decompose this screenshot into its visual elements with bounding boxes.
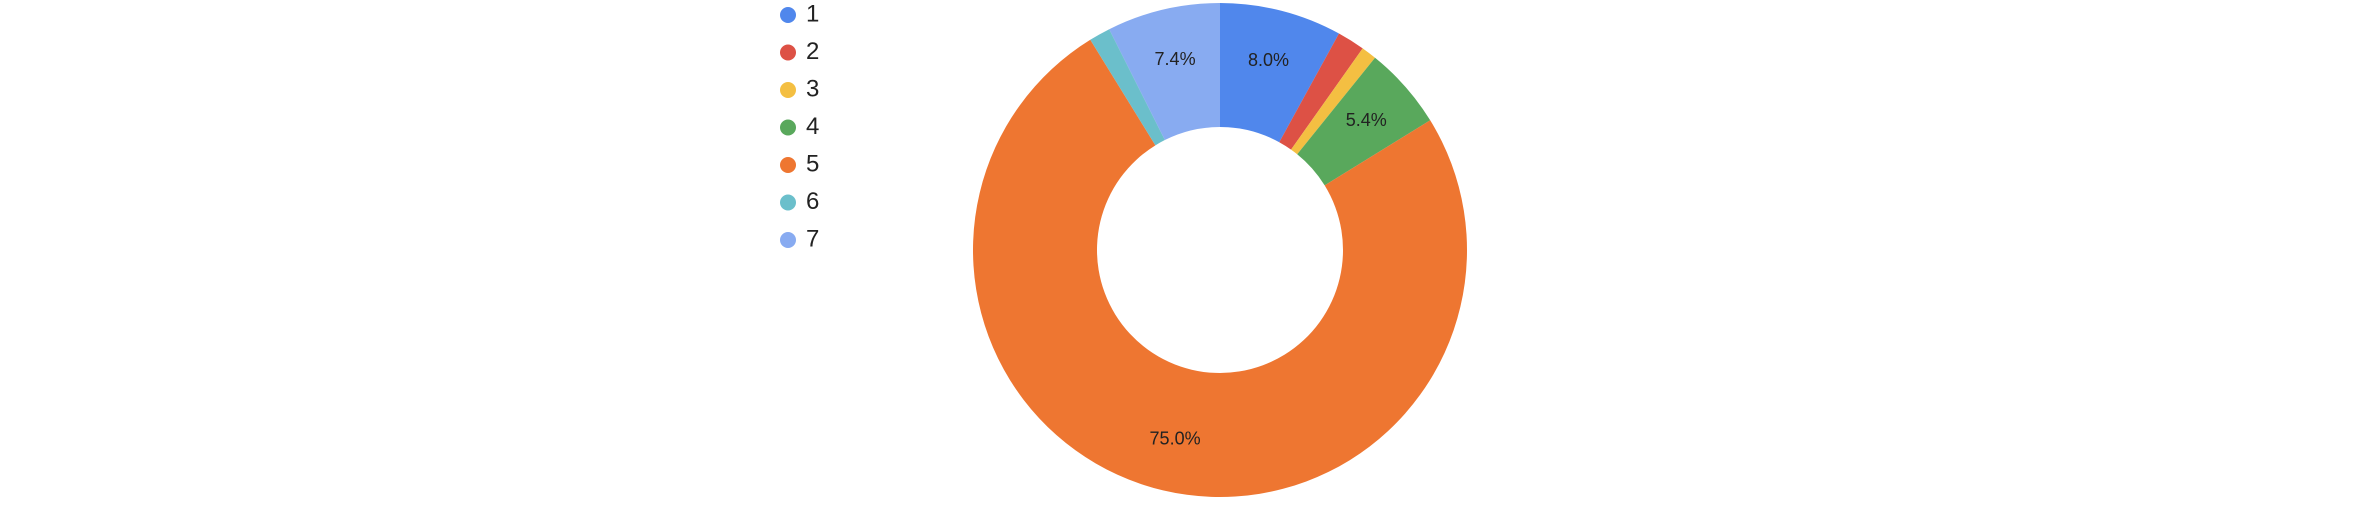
legend-marker [780, 232, 796, 248]
data-label: 5.4% [1346, 110, 1387, 130]
donut-slice [973, 39, 1467, 498]
donut-slice [1297, 57, 1431, 186]
legend-label: 5 [806, 150, 819, 177]
legend-label: 2 [806, 38, 819, 65]
legend-marker [780, 44, 796, 61]
legend-label: 1 [806, 0, 819, 27]
legend-marker [780, 119, 796, 136]
donut-slice [1090, 29, 1165, 146]
legend-label: 3 [806, 75, 819, 102]
legend-label: 4 [806, 113, 819, 140]
data-label: 75.0% [1150, 429, 1201, 449]
legend-marker [780, 194, 796, 211]
legend-label: 7 [806, 225, 819, 252]
legend-label: 6 [806, 188, 819, 215]
data-label: 8.0% [1248, 50, 1289, 70]
legend-marker [780, 82, 796, 98]
data-label: 7.4% [1155, 49, 1196, 69]
donut-slice [1220, 3, 1339, 143]
donut-slice [1291, 48, 1376, 155]
legend-marker [780, 7, 796, 23]
donut-slice [1109, 3, 1220, 141]
donut-slice [1279, 33, 1363, 150]
legend-marker [780, 157, 796, 173]
